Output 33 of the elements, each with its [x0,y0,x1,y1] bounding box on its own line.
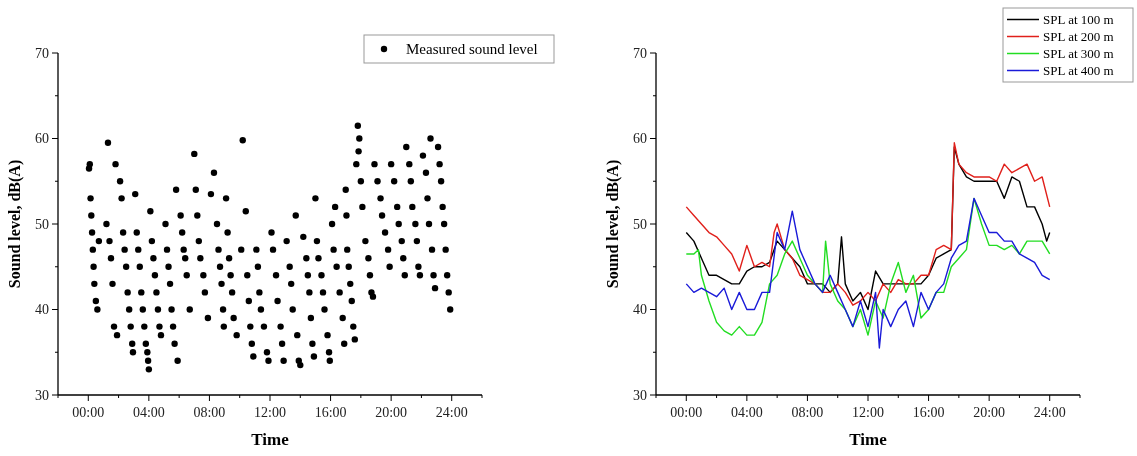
y-tick-label: 60 [35,131,49,147]
x-tick-label: 24:00 [1033,405,1066,420]
y-axis-title: Sound level, dB(A) [6,159,24,289]
x-tick-label: 12:00 [852,405,884,420]
legend-label: SPL at 300 m [1043,46,1114,62]
y-tick-label: 30 [633,387,647,403]
x-tick-label: 08:00 [791,405,824,420]
legend-label: SPL at 100 m [1043,12,1114,28]
x-tick-label: 20:00 [375,405,408,420]
x-tick-label: 04:00 [730,405,763,420]
x-tick-label: 24:00 [435,405,468,420]
y-axis-title: Sound level, dB(A) [604,159,622,289]
y-tick-label: 70 [35,45,49,61]
x-tick-label: 00:00 [670,405,703,420]
x-tick-label: 16:00 [314,405,347,420]
y-tick-label: 50 [633,216,647,232]
x-axis-title: Time [849,430,888,449]
legend-label: SPL at 400 m [1043,63,1114,79]
y-tick-label: 70 [633,45,647,61]
y-tick-label: 60 [633,131,647,147]
y-tick-label: 40 [35,302,49,318]
y-tick-label: 40 [633,302,647,318]
x-tick-label: 08:00 [193,405,226,420]
x-tick-label: 20:00 [973,405,1006,420]
x-tick-label: 04:00 [132,405,165,420]
x-axis-title: Time [251,430,290,449]
y-tick-label: 50 [35,216,49,232]
legend-label: SPL at 200 m [1043,29,1114,45]
x-tick-label: 00:00 [72,405,105,420]
x-tick-label: 12:00 [254,405,286,420]
x-tick-label: 16:00 [912,405,945,420]
legend-label: Measured sound level [406,41,538,58]
y-tick-label: 30 [35,387,49,403]
